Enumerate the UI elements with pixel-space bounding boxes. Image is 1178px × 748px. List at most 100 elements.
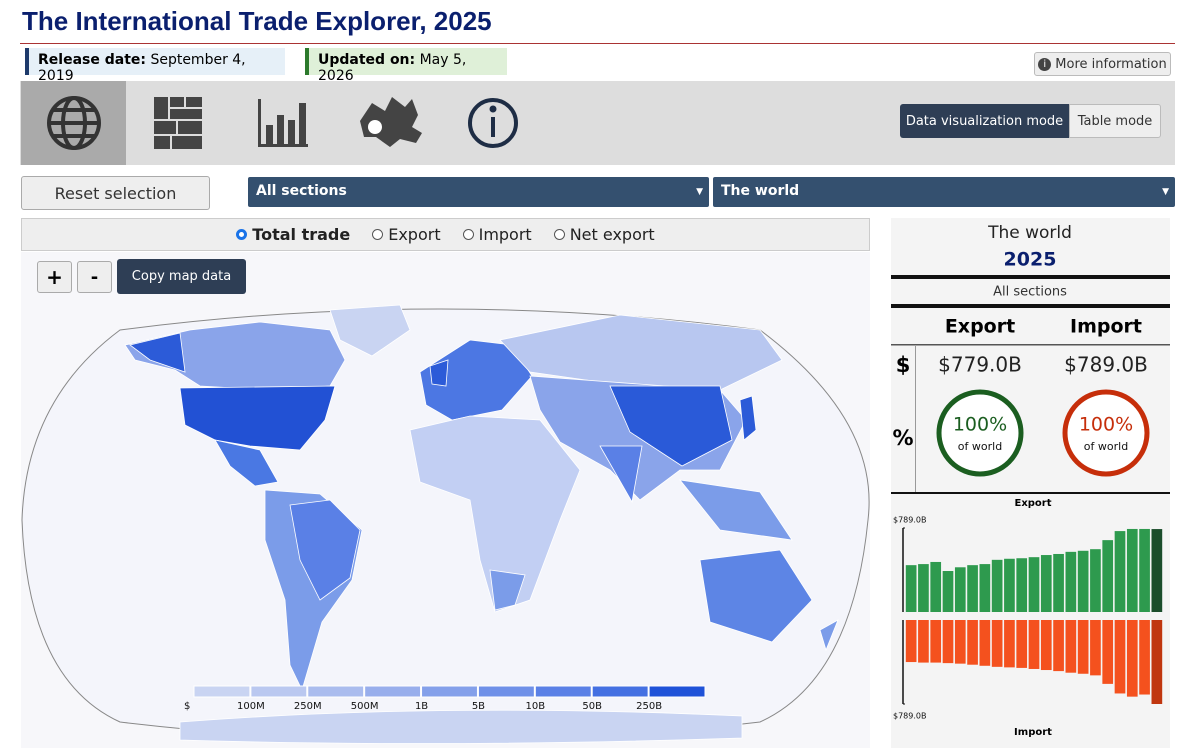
treemap-icon[interactable]: [154, 97, 202, 149]
bar[interactable]: [1065, 620, 1077, 673]
country[interactable]: [429, 359, 449, 387]
bar[interactable]: [918, 564, 929, 612]
legend-label: 50B: [582, 701, 602, 712]
bar[interactable]: [1090, 549, 1101, 612]
bar[interactable]: [1102, 620, 1114, 684]
rule: [891, 344, 1170, 346]
import-share: 100%: [1079, 414, 1133, 436]
info-icon: i: [1038, 57, 1052, 71]
bar[interactable]: [1102, 540, 1114, 612]
export-value: $779.0B: [938, 353, 1022, 377]
bar[interactable]: [1114, 620, 1126, 694]
country[interactable]: [599, 445, 643, 504]
viz-mode-button[interactable]: Data visualization mode: [900, 104, 1069, 138]
summary-region: The world: [987, 223, 1072, 243]
country[interactable]: [489, 569, 526, 611]
canada-icon[interactable]: [360, 97, 422, 147]
reset-button[interactable]: Reset selection: [21, 176, 210, 210]
bar[interactable]: [991, 559, 1003, 612]
legend-swatch: [250, 685, 308, 698]
legend-swatch: [534, 685, 592, 698]
bar[interactable]: [942, 571, 954, 612]
bar[interactable]: [1065, 551, 1077, 612]
bar[interactable]: [979, 564, 991, 612]
country[interactable]: [179, 385, 336, 451]
page-title: The International Trade Explorer, 2025: [22, 6, 492, 36]
bar[interactable]: [1139, 528, 1150, 612]
chart-series-title: Export: [1014, 498, 1051, 509]
bar[interactable]: [1151, 529, 1163, 612]
measure-option[interactable]: Export: [372, 225, 441, 244]
country[interactable]: [699, 549, 813, 643]
country[interactable]: [409, 415, 581, 613]
bar[interactable]: [1077, 620, 1089, 674]
bar[interactable]: [1077, 550, 1089, 612]
zoom-in-button[interactable]: +: [37, 261, 72, 293]
bar[interactable]: [918, 620, 929, 663]
bar[interactable]: [905, 620, 917, 663]
updated-box: Updated on: May 5, 2026: [305, 48, 507, 84]
country[interactable]: [179, 709, 743, 744]
legend-label: 500M: [351, 701, 379, 712]
country[interactable]: [499, 314, 783, 391]
bar[interactable]: [1114, 531, 1126, 612]
table-mode-button[interactable]: Table mode: [1069, 104, 1161, 138]
country[interactable]: [289, 499, 361, 601]
bar[interactable]: [905, 565, 917, 612]
updated-label: Updated on:: [318, 52, 416, 68]
country[interactable]: [679, 479, 793, 541]
about-icon[interactable]: [468, 98, 518, 148]
bar[interactable]: [967, 620, 978, 665]
section-dropdown[interactable]: All sections ▼: [248, 177, 709, 207]
bar[interactable]: [1040, 555, 1052, 612]
more-info-button[interactable]: i More information: [1034, 52, 1171, 76]
bar[interactable]: [979, 620, 991, 666]
y-tick-label: $789.0B: [893, 712, 926, 721]
legend-label: 5B: [472, 701, 485, 712]
country[interactable]: [214, 439, 279, 487]
bar[interactable]: [930, 620, 942, 663]
bar[interactable]: [954, 620, 966, 664]
measure-option[interactable]: Total trade: [236, 225, 350, 244]
bar[interactable]: [1028, 557, 1040, 612]
country[interactable]: [739, 395, 757, 441]
legend-label: 100M: [237, 701, 265, 712]
bar[interactable]: [1053, 620, 1064, 672]
country[interactable]: [129, 332, 186, 373]
bar[interactable]: [1040, 620, 1052, 671]
bar[interactable]: [1126, 620, 1138, 697]
country[interactable]: [819, 619, 839, 652]
bar[interactable]: [942, 620, 954, 664]
bar[interactable]: [1028, 620, 1040, 669]
bar[interactable]: [1090, 620, 1101, 676]
zoom-out-button[interactable]: -: [77, 261, 112, 293]
measure-option[interactable]: Net export: [553, 225, 655, 244]
bar[interactable]: [991, 620, 1003, 667]
legend-swatch: [648, 685, 706, 698]
bar[interactable]: [967, 565, 978, 612]
toolbar-icons: [47, 96, 518, 150]
globe-icon[interactable]: [47, 96, 101, 150]
bar[interactable]: [1016, 558, 1028, 612]
region-dropdown[interactable]: The world ▼: [713, 177, 1175, 207]
bar[interactable]: [930, 561, 942, 612]
bar[interactable]: [1139, 620, 1150, 695]
measure-option[interactable]: Import: [462, 225, 532, 244]
legend-swatch: [477, 685, 535, 698]
legend-label: 1B: [415, 701, 428, 712]
rule: [891, 304, 1170, 308]
bar[interactable]: [1053, 553, 1064, 612]
bar[interactable]: [1004, 558, 1015, 612]
legend-swatch: [307, 685, 365, 698]
bar[interactable]: [1004, 620, 1015, 668]
bar-icon[interactable]: [258, 99, 308, 147]
country[interactable]: [609, 385, 733, 467]
country[interactable]: [329, 304, 411, 357]
bar[interactable]: [1126, 528, 1138, 612]
measure-label: Import: [478, 225, 532, 244]
measure-label: Export: [388, 225, 441, 244]
copy-map-button[interactable]: Copy map data: [117, 259, 246, 294]
bar[interactable]: [1151, 620, 1163, 704]
bar[interactable]: [954, 567, 966, 612]
bar[interactable]: [1016, 620, 1028, 668]
